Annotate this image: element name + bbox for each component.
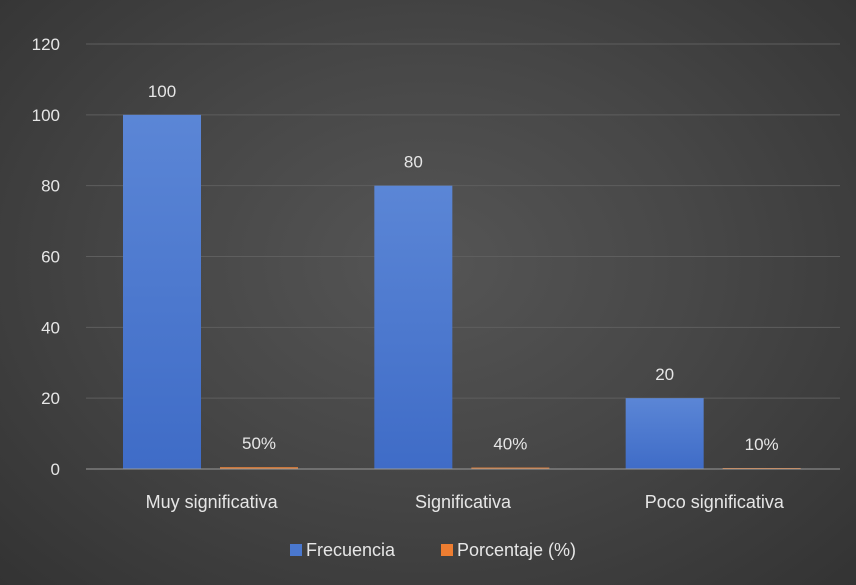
bars: [123, 114, 801, 469]
x-category-label: Significativa: [415, 492, 512, 512]
bar-frecuencia-0: [123, 114, 201, 469]
data-labels: 100 50% 80 40% 20 10%: [148, 82, 779, 454]
y-tick-label: 100: [32, 106, 60, 125]
legend-swatch-frecuencia: [290, 544, 302, 556]
y-tick-label: 60: [41, 248, 60, 267]
data-label: 10%: [745, 435, 779, 454]
data-label: 80: [404, 153, 423, 172]
x-category-label: Muy significativa: [146, 492, 279, 512]
y-tick-label: 80: [41, 177, 60, 196]
legend-label: Porcentaje (%): [457, 540, 576, 560]
data-label: 50%: [242, 434, 276, 453]
legend-swatch-porcentaje: [441, 544, 453, 556]
y-axis-ticks: 0 20 40 60 80 100 120: [32, 35, 60, 479]
y-tick-label: 40: [41, 318, 60, 337]
y-tick-label: 20: [41, 389, 60, 408]
data-label: 20: [655, 365, 674, 384]
gridlines: [86, 43, 840, 399]
bar-porcentaje-0: [220, 467, 298, 469]
x-category-label: Poco significativa: [645, 492, 785, 512]
data-label: 40%: [493, 435, 527, 454]
y-tick-label: 0: [51, 460, 60, 479]
bar-frecuencia-1: [374, 185, 453, 469]
y-tick-label: 120: [32, 35, 60, 54]
legend-label: Frecuencia: [306, 540, 396, 560]
legend: Frecuencia Porcentaje (%): [290, 540, 576, 560]
x-axis-categories: Muy significativa Significativa Poco signi…: [146, 492, 785, 512]
bar-frecuencia-2: [625, 398, 704, 469]
bar-porcentaje-1: [471, 467, 550, 469]
data-label: 100: [148, 82, 176, 101]
